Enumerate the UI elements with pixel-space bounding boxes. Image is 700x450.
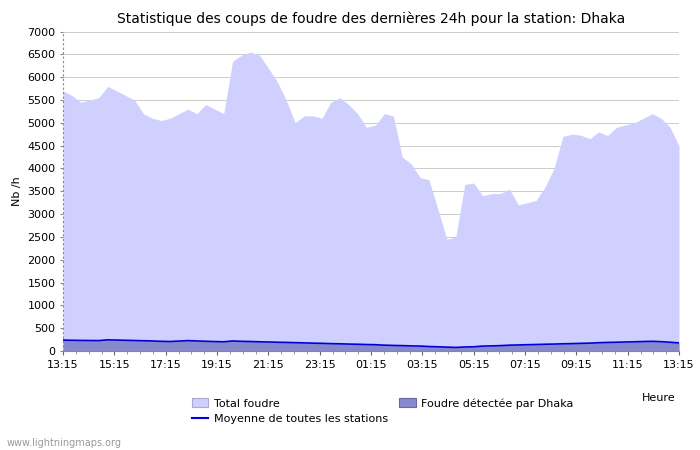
Text: Heure: Heure	[642, 393, 675, 403]
Text: www.lightningmaps.org: www.lightningmaps.org	[7, 438, 122, 448]
Y-axis label: Nb /h: Nb /h	[12, 176, 22, 206]
Legend: Total foudre, Moyenne de toutes les stations, Foudre détectée par Dhaka: Total foudre, Moyenne de toutes les stat…	[192, 398, 574, 424]
Title: Statistique des coups de foudre des dernières 24h pour la station: Dhaka: Statistique des coups de foudre des dern…	[117, 12, 625, 26]
